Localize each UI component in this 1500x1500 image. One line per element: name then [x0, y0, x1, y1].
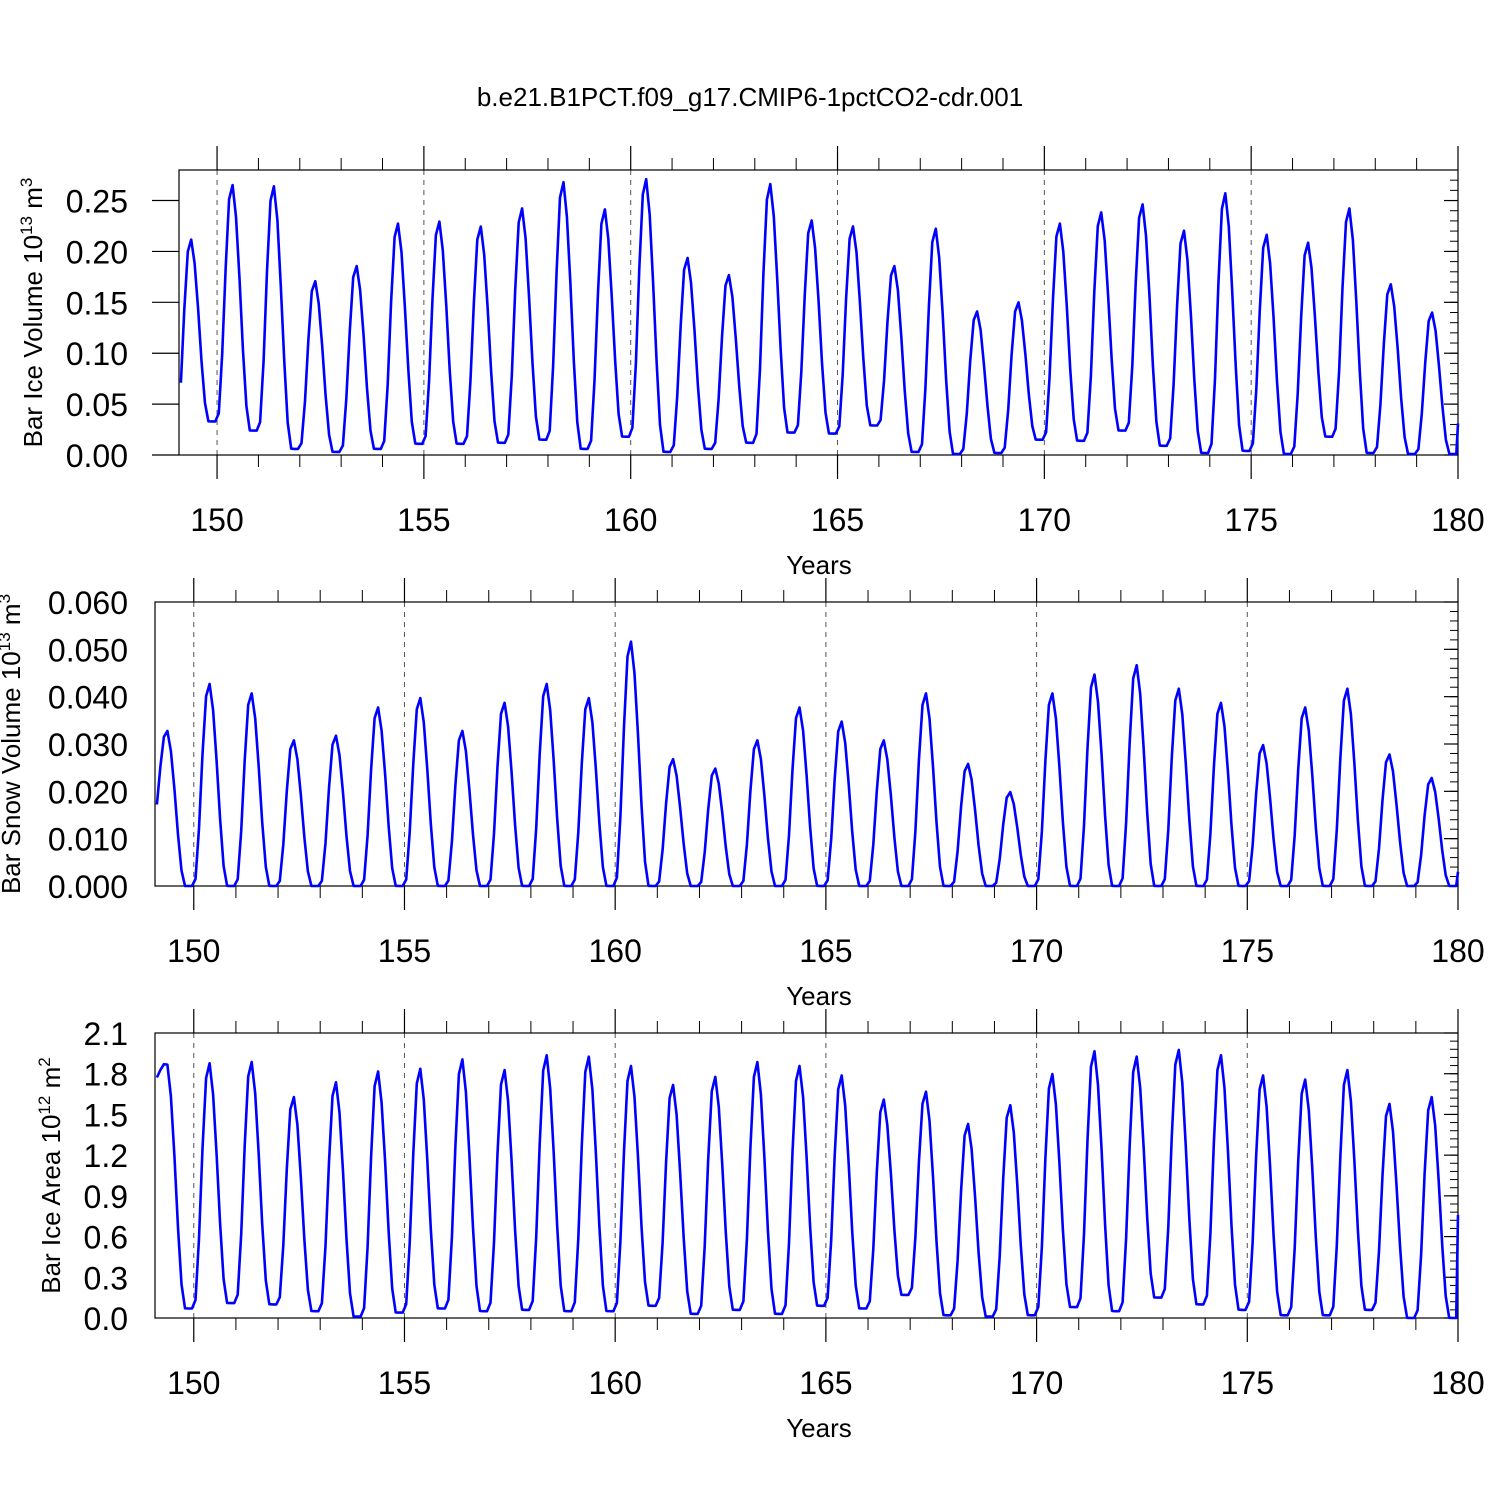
chart-panel-1: 0.00 0.05 0.10 0.15 0.20 0.25 150 155 160 165 170 1… — [17, 146, 1485, 580]
y-tick-label: 1.2 — [84, 1138, 128, 1174]
x-tick-label: 155 — [378, 1365, 431, 1401]
y-tick-label: 0.060 — [48, 585, 128, 621]
y-tick-label: 0.6 — [84, 1220, 128, 1256]
x-tick-label: 150 — [190, 502, 243, 538]
x-tick-label: 180 — [1431, 933, 1484, 969]
series-line — [179, 177, 1460, 456]
x-tick-label: 160 — [588, 1365, 641, 1401]
x-tick-label: 150 — [167, 933, 220, 969]
y-tick-label: 0.000 — [48, 869, 128, 905]
y-tick-label: 0.00 — [66, 438, 128, 474]
y-axis-label: Bar Ice Volume 1013 m3 — [17, 178, 48, 448]
x-tick-label: 160 — [588, 933, 641, 969]
y-tick-label: 0.0 — [84, 1301, 128, 1337]
x-tick-label: 165 — [811, 502, 864, 538]
y-tick-label: 0.3 — [84, 1260, 128, 1296]
y-tick-label: 0.05 — [66, 387, 128, 423]
y-tick-label: 0.9 — [84, 1179, 128, 1215]
x-tick-label: 155 — [397, 502, 450, 538]
y-tick-label: 0.15 — [66, 285, 128, 321]
x-tick-label: 165 — [799, 1365, 852, 1401]
x-tick-label: 180 — [1431, 1365, 1484, 1401]
x-tick-label: 165 — [799, 933, 852, 969]
plot-frame — [154, 1032, 1459, 1319]
x-axis-label: Years — [786, 981, 852, 1011]
series-line — [155, 640, 1460, 888]
x-tick-label: 170 — [1010, 1365, 1063, 1401]
x-tick-label: 180 — [1431, 502, 1484, 538]
chart-panel-3: 0.0 0.3 0.6 0.9 1.2 1.5 1.8 2.1 150 155 160 165 170 1… — [35, 1009, 1485, 1443]
y-tick-label: 2.1 — [84, 1016, 128, 1052]
chart-title: b.e21.B1PCT.f09_g17.CMIP6-1pctCO2-cdr.00… — [476, 82, 1024, 112]
y-axis-label: Bar Ice Area 1012 m2 — [35, 1057, 66, 1294]
y-tick-label: 0.030 — [48, 727, 128, 763]
y-tick-label: 1.8 — [84, 1057, 128, 1093]
x-tick-label: 170 — [1010, 933, 1063, 969]
series-line — [155, 1048, 1460, 1320]
y-tick-label: 0.050 — [48, 632, 128, 668]
x-tick-label: 170 — [1018, 502, 1071, 538]
chart-panel-2: 0.000 0.010 0.020 0.030 0.040 0.050 0.060 150 15… — [0, 578, 1485, 1011]
y-tick-label: 1.5 — [84, 1097, 128, 1133]
y-axis-label: Bar Snow Volume 1013 m3 — [0, 594, 26, 894]
x-tick-label: 160 — [604, 502, 657, 538]
x-tick-label: 150 — [167, 1365, 220, 1401]
x-tick-label: 175 — [1221, 933, 1274, 969]
x-tick-label: 155 — [378, 933, 431, 969]
x-tick-label: 175 — [1224, 502, 1277, 538]
x-axis-label: Years — [786, 550, 852, 580]
y-tick-label: 0.010 — [48, 822, 128, 858]
y-tick-label: 0.25 — [66, 184, 128, 220]
x-tick-label: 175 — [1221, 1365, 1274, 1401]
x-axis-label: Years — [786, 1413, 852, 1443]
y-tick-label: 0.040 — [48, 680, 128, 716]
y-tick-label: 0.020 — [48, 774, 128, 810]
y-tick-label: 0.10 — [66, 336, 128, 372]
y-tick-label: 0.20 — [66, 234, 128, 270]
